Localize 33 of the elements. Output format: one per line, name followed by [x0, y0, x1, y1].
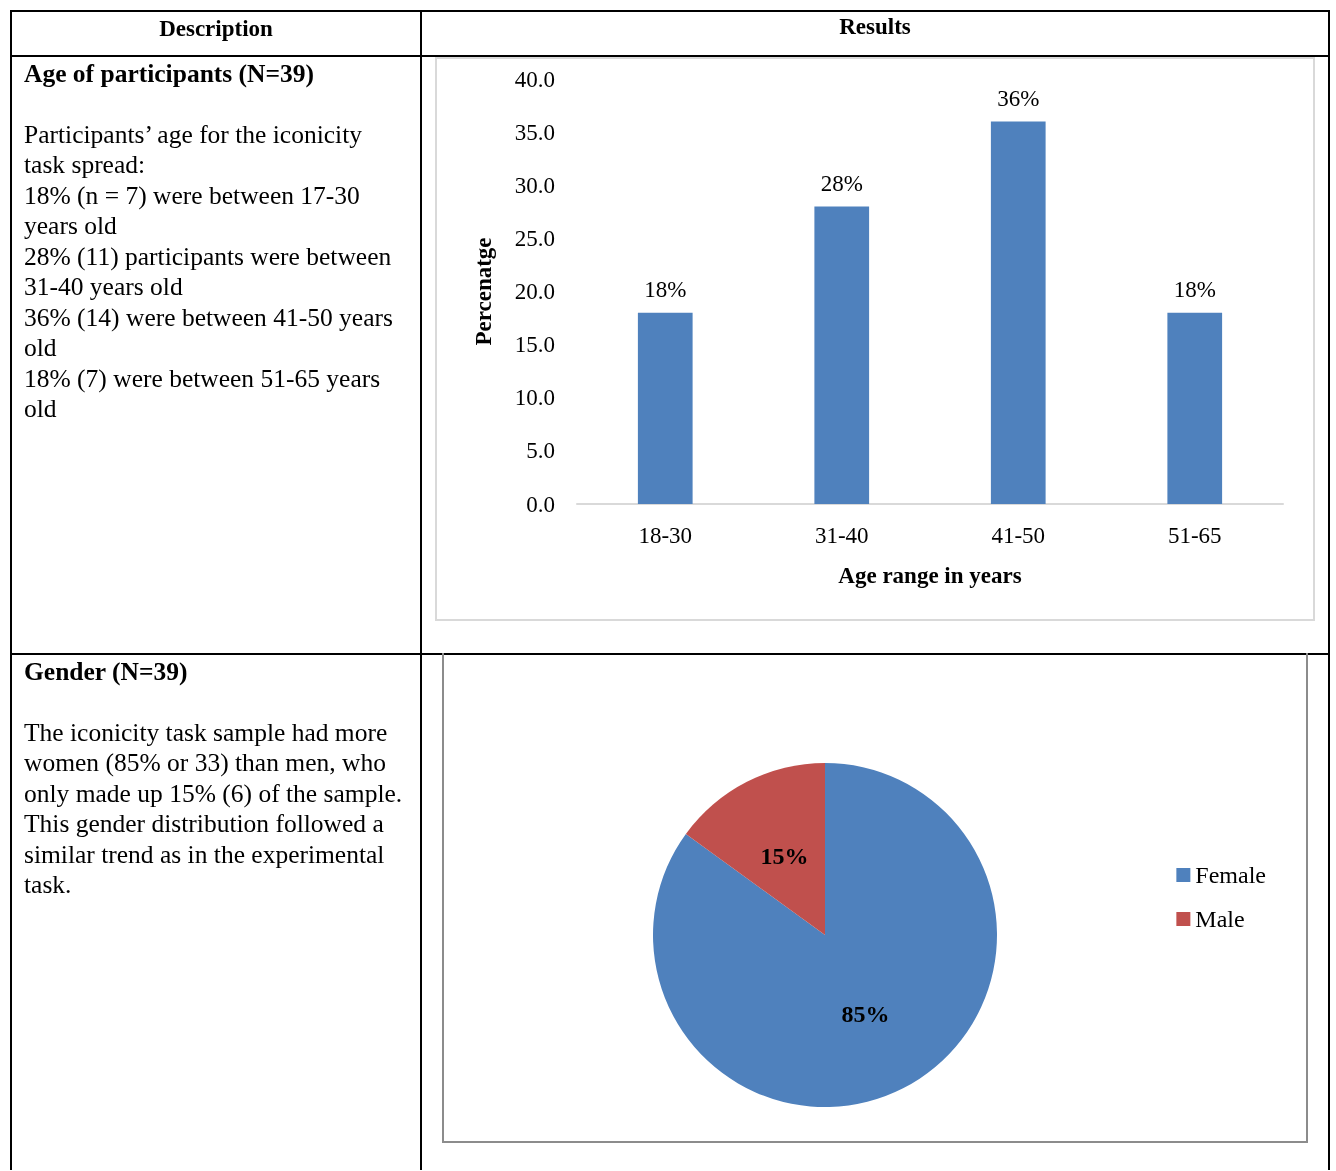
text: 18% (n = 7) were between 17-30 years old	[24, 180, 361, 242]
data-label: 36%	[997, 85, 1040, 111]
y-tick-label: 30.0	[514, 172, 555, 198]
x-tick-label: 18-30	[638, 523, 693, 548]
y-tick-label: 25.0	[514, 225, 555, 251]
text: Gender (N=39)	[24, 657, 189, 688]
y-tick-label: 5.0	[526, 438, 555, 464]
text: 18% (7) were between 51-65 years old	[24, 363, 382, 425]
x-tick-label: 51-65	[1167, 523, 1222, 548]
y-tick-label: 20.0	[514, 279, 555, 304]
data-label: 15%	[760, 842, 809, 869]
y-tick-label: 10.0	[514, 385, 555, 411]
data-label: 18%	[1173, 276, 1216, 302]
y-tick-label: 40.0	[514, 66, 555, 92]
text: 36% (14) were between 41-50 years old	[24, 302, 394, 364]
text: Results	[838, 13, 912, 41]
data-label: 18%	[644, 276, 687, 302]
data-label: 28%	[820, 170, 863, 196]
text: The iconicity task sample had more women (85% or 33) than men, who only made up 15% (6) of the sample. This gender distribution followed a similar trend as in the experimental task.	[24, 717, 404, 901]
y-tick-label: 35.0	[514, 119, 555, 145]
text: Participants’ age for the iconicity task spread:	[24, 119, 363, 181]
text: Age of participants (N=39)	[24, 59, 316, 90]
text: 28% (11) participants were between 31-40 years old	[24, 241, 393, 303]
data-label: 85%	[841, 1001, 890, 1028]
legend-label: Male	[1195, 906, 1245, 932]
legend-label: Female	[1195, 862, 1266, 888]
y-axis-title: Percenatge	[471, 237, 496, 346]
y-tick-label: 0.0	[526, 491, 555, 517]
text: Description	[12, 12, 422, 55]
x-tick-label: 31-40	[814, 523, 869, 548]
x-axis-title: Age range in years	[838, 563, 1022, 588]
y-tick-label: 15.0	[514, 332, 555, 358]
x-tick-label: 41-50	[991, 523, 1046, 548]
